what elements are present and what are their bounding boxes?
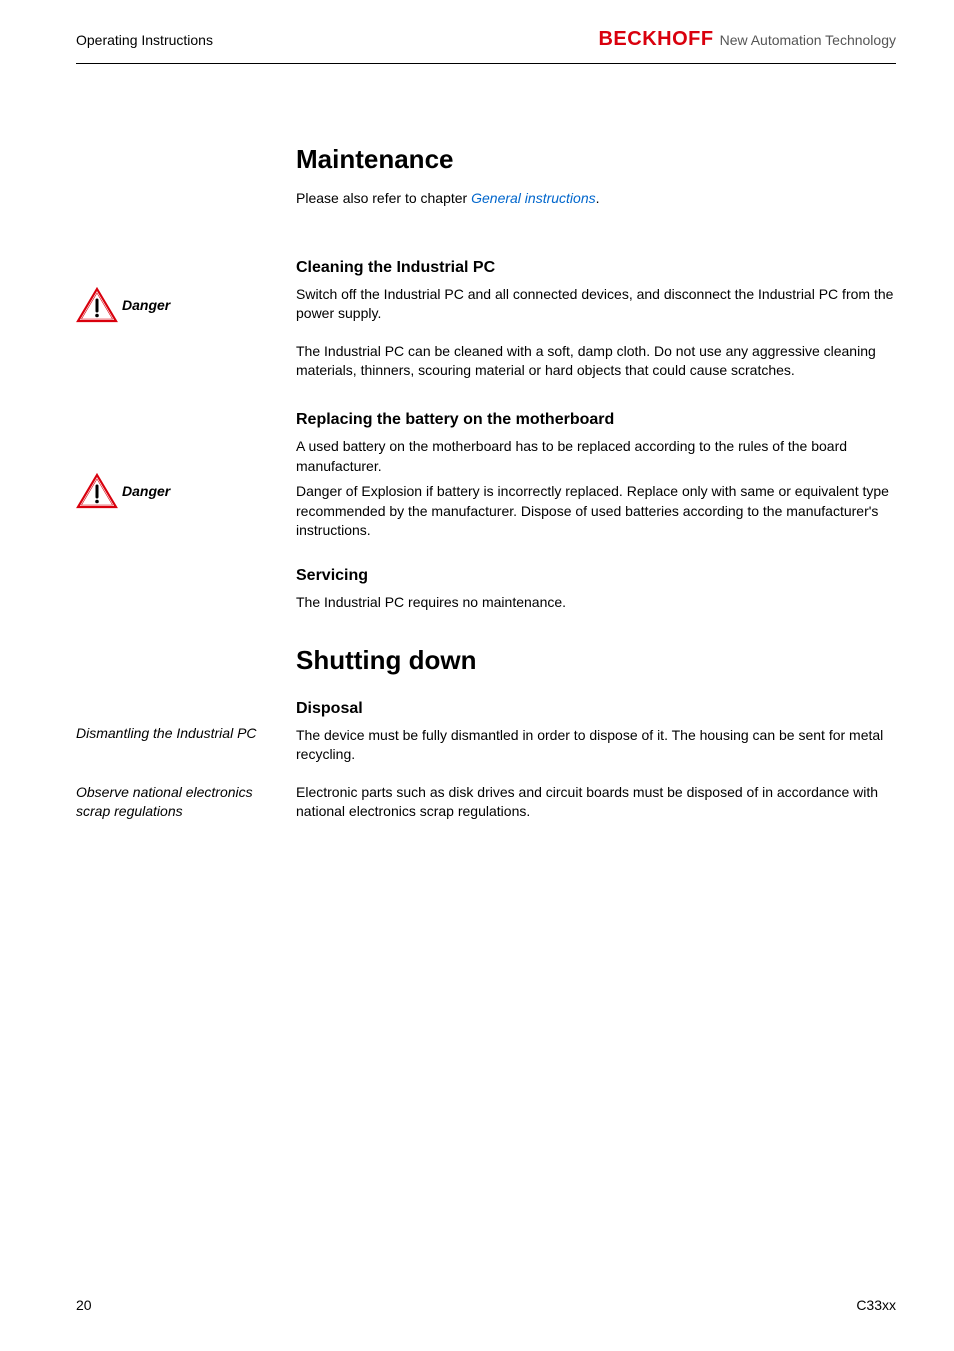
page-content: Maintenance Please also refer to chapter… — [0, 144, 954, 840]
maintenance-heading: Maintenance — [296, 144, 896, 175]
doc-id: C33xx — [856, 1297, 896, 1313]
page-number: 20 — [76, 1297, 92, 1313]
servicing-p1: The Industrial PC requires no maintenanc… — [296, 593, 896, 613]
disposal-note-1: Dismantling the Industrial PC — [76, 724, 276, 743]
shutdown-heading: Shutting down — [296, 645, 896, 676]
disposal-p1: The device must be fully dismantled in o… — [296, 726, 896, 765]
maintenance-intro: Please also refer to chapter General ins… — [296, 189, 896, 209]
page-header: Operating Instructions BECKHOFF New Auto… — [76, 0, 896, 64]
intro-prefix: Please also refer to chapter — [296, 190, 471, 206]
intro-suffix: . — [596, 190, 600, 206]
page-footer: 20 C33xx — [76, 1297, 896, 1313]
cleaning-heading: Cleaning the Industrial PC — [296, 259, 896, 277]
brand-logo: BECKHOFF — [598, 28, 713, 51]
disposal-p2: Electronic parts such as disk drives and… — [296, 783, 896, 822]
disposal-heading: Disposal — [296, 700, 896, 718]
danger-label: Danger — [122, 297, 170, 313]
header-brand-block: BECKHOFF New Automation Technology — [598, 28, 896, 51]
battery-p1: A used battery on the motherboard has to… — [296, 437, 896, 476]
danger-callout: Danger — [76, 473, 276, 509]
danger-label: Danger — [122, 483, 170, 499]
disposal-note-2: Observe national electronics scrap regul… — [76, 783, 276, 821]
brand-tagline: New Automation Technology — [720, 32, 896, 48]
danger-callout: Danger — [76, 287, 276, 323]
servicing-heading: Servicing — [296, 567, 896, 585]
header-title: Operating Instructions — [76, 32, 213, 48]
battery-heading: Replacing the battery on the motherboard — [296, 411, 896, 429]
cleaning-p1: Switch off the Industrial PC and all con… — [296, 285, 896, 324]
danger-icon — [76, 473, 118, 509]
cleaning-p2: The Industrial PC can be cleaned with a … — [296, 342, 896, 381]
battery-p2: Danger of Explosion if battery is incorr… — [296, 482, 896, 541]
danger-icon — [76, 287, 118, 323]
general-instructions-link[interactable]: General instructions — [471, 190, 596, 206]
